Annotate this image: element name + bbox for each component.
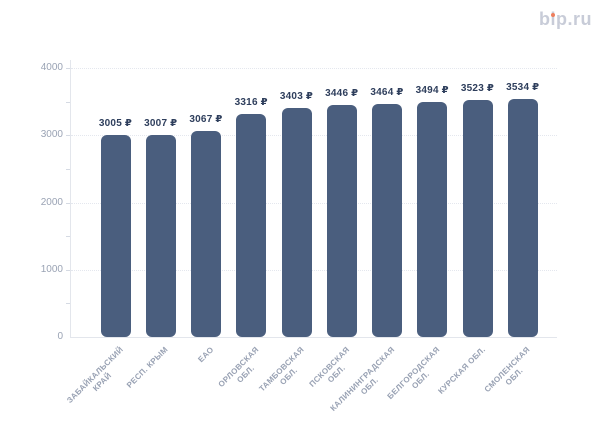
value-label-БЕЛГОРОДСКАЯ ОБЛ.: 3494 ₽ bbox=[415, 85, 449, 97]
bar-СМОЛЕНСКАЯ ОБЛ.[interactable] bbox=[507, 99, 538, 337]
y-axis-tick-1500 bbox=[66, 236, 70, 238]
bip-logo-text: bip.ru bbox=[539, 9, 592, 29]
y-axis-tick-3500 bbox=[66, 101, 70, 103]
value-label-ЕАО: 3067 ₽ bbox=[189, 113, 223, 125]
y-axis-label-1000: 1000 bbox=[40, 263, 63, 275]
bar-ПСКОВСКАЯ ОБЛ.[interactable] bbox=[326, 105, 357, 337]
y-axis-tick-2500 bbox=[66, 168, 70, 170]
gridline-y-4000 bbox=[71, 68, 557, 69]
value-label-ПСКОВСКАЯ ОБЛ.: 3446 ₽ bbox=[325, 88, 359, 100]
bar-КУРСКАЯ ОБЛ.[interactable] bbox=[462, 100, 493, 337]
x-axis-label-ЗАБАЙКАЛЬСКИЙ КРАЙ: ЗАБАЙКАЛЬСКИЙ КРАЙ bbox=[64, 345, 125, 405]
y-axis-tick-4000 bbox=[66, 68, 70, 69]
bip-logo[interactable]: bip.ru bbox=[539, 9, 592, 30]
y-axis-tick-2000 bbox=[66, 202, 70, 204]
y-axis-label-2000: 2000 bbox=[40, 196, 63, 208]
gridline-y-1000 bbox=[71, 269, 557, 271]
bar-ТАМБОВСКАЯ ОБЛ.[interactable] bbox=[281, 108, 312, 337]
bar-ОРЛОВСКАЯ ОБЛ.[interactable] bbox=[236, 114, 267, 337]
y-axis-label-0: 0 bbox=[57, 331, 63, 342]
bar-БЕЛГОРОДСКАЯ ОБЛ.[interactable] bbox=[417, 102, 448, 337]
y-axis-tick-3000 bbox=[66, 135, 70, 137]
x-axis-label-РЕСП. КРЫМ: РЕСП. КРЫМ bbox=[125, 345, 171, 390]
gridline-y-2000 bbox=[71, 202, 557, 204]
value-label-СМОЛЕНСКАЯ ОБЛ.: 3534 ₽ bbox=[506, 82, 540, 94]
gridline-y-3000 bbox=[71, 135, 557, 137]
value-label-ОРЛОВСКАЯ ОБЛ.: 3316 ₽ bbox=[234, 97, 268, 108]
logo-orange-dot bbox=[550, 12, 556, 18]
x-axis-label-ТАМБОВСКАЯ ОБЛ.: ТАМБОВСКАЯ ОБЛ. bbox=[257, 345, 306, 394]
y-axis-tick-1000 bbox=[66, 269, 70, 271]
x-axis-label-СМОЛЕНСКАЯ ОБЛ.: СМОЛЕНСКАЯ ОБЛ. bbox=[483, 345, 533, 394]
bar-ЗАБАЙКАЛЬСКИЙ КРАЙ[interactable] bbox=[100, 134, 131, 337]
bar-РЕСП. КРЫМ[interactable] bbox=[145, 134, 176, 337]
value-label-ЗАБАЙКАЛЬСКИЙ КРАЙ: 3005 ₽ bbox=[98, 117, 133, 129]
y-axis-label-3000: 3000 bbox=[40, 129, 63, 141]
bar-ЕАО[interactable] bbox=[191, 130, 221, 337]
value-label-КАЛИНИНГРАДСКАЯ ОБЛ.: 3464 ₽ bbox=[370, 87, 404, 99]
value-label-РЕСП. КРЫМ: 3007 ₽ bbox=[144, 117, 178, 129]
value-label-КУРСКАЯ ОБЛ.: 3523 ₽ bbox=[460, 83, 495, 95]
y-axis-label-4000: 4000 bbox=[40, 62, 63, 73]
value-label-ТАМБОВСКАЯ ОБЛ.: 3403 ₽ bbox=[279, 91, 314, 103]
bar-КАЛИНИНГРАДСКАЯ ОБЛ.[interactable] bbox=[372, 104, 402, 337]
y-axis-tick-500 bbox=[66, 303, 70, 305]
x-axis-label-ЕАО: ЕАО bbox=[196, 345, 216, 365]
bar-chart-plot-area: 0 1000 2000 3000 4000 3005 ₽ 3007 ₽ 3067 ₽ 3316 … bbox=[41, 60, 557, 342]
